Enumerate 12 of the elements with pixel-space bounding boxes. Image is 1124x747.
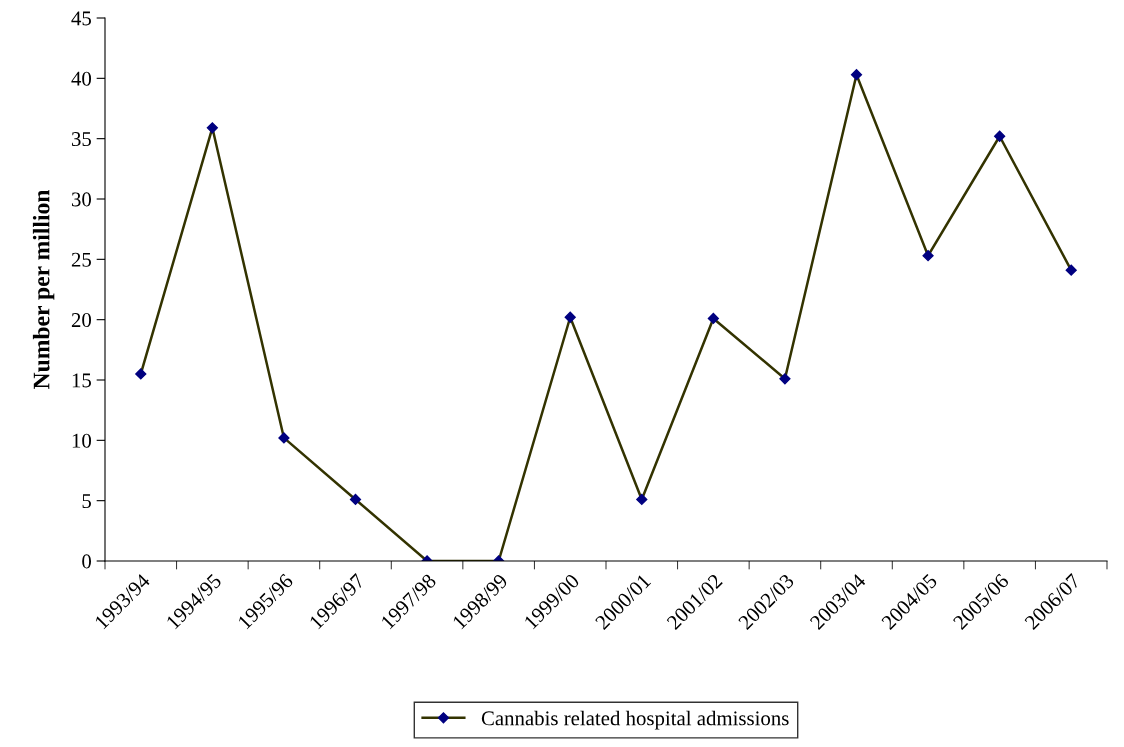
y-tick-label: 40 [71,71,92,86]
y-tick-label: 20 [71,313,92,328]
y-tick-label: 25 [71,252,91,267]
legend-label: Cannabis related hospital admissions [481,710,789,730]
y-tick-label: 5 [82,494,91,509]
y-tick-label: 10 [72,433,92,448]
y-axis-title: Number per million [32,189,55,389]
y-tick-label: 30 [71,192,92,207]
y-tick-label: 0 [82,554,92,569]
y-tick-label: 35 [71,132,91,147]
y-tick-label: 15 [72,373,91,388]
y-tick-label: 45 [71,11,91,26]
